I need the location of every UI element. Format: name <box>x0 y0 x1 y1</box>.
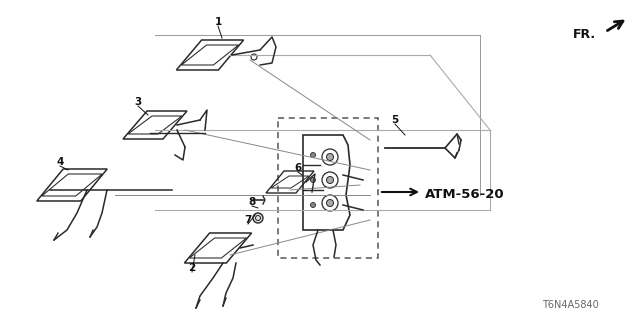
Circle shape <box>326 154 333 161</box>
Text: 5: 5 <box>392 115 399 125</box>
Text: 6: 6 <box>294 163 301 173</box>
Circle shape <box>326 199 333 206</box>
Text: ATM-56-20: ATM-56-20 <box>425 188 504 202</box>
Circle shape <box>253 213 263 223</box>
Text: T6N4A5840: T6N4A5840 <box>541 300 598 310</box>
Circle shape <box>326 177 333 183</box>
Circle shape <box>310 178 316 182</box>
Text: 7: 7 <box>244 215 252 225</box>
Text: 1: 1 <box>214 17 221 27</box>
Text: 4: 4 <box>56 157 64 167</box>
Text: 2: 2 <box>188 263 196 273</box>
Circle shape <box>310 153 316 157</box>
Text: 3: 3 <box>134 97 141 107</box>
Text: 8: 8 <box>248 197 255 207</box>
Text: FR.: FR. <box>573 28 596 42</box>
Circle shape <box>310 203 316 207</box>
